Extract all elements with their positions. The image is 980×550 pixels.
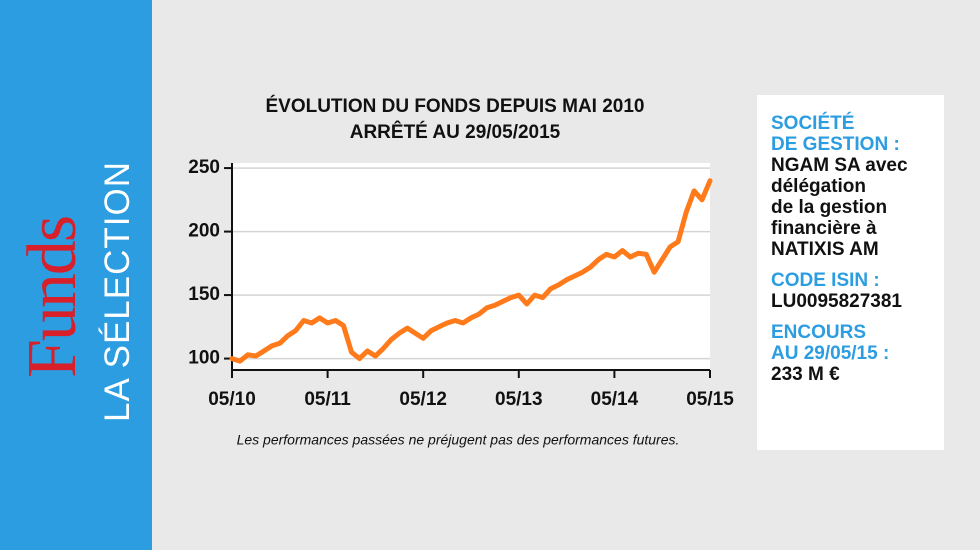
y-tick-label: 100	[188, 348, 220, 369]
y-tick-label: 200	[188, 221, 220, 242]
plot-area	[232, 163, 710, 370]
info-value: 233 M €	[771, 364, 840, 385]
info-label: DE GESTION :	[771, 134, 900, 155]
y-tick-label: 250	[188, 157, 220, 178]
info-label: CODE ISIN :	[771, 270, 880, 291]
info-box: SOCIÉTÉ DE GESTION : NGAM SA avec délégatio…	[757, 95, 944, 450]
note: Les performances passées ne préjugent pa…	[237, 432, 680, 448]
info-label: ENCOURS	[771, 322, 867, 343]
x-tick-label: 05/11	[304, 389, 351, 410]
x-tick-label: 05/14	[591, 389, 639, 410]
chart-title: ÉVOLUTION DU FONDS DEPUIS MAI 2010	[265, 95, 644, 117]
info-value: de la gestion	[771, 197, 888, 218]
x-tick-label: 05/10	[208, 389, 256, 410]
chart-title: ARRÊTÉ AU 29/05/2015	[350, 121, 561, 143]
info-value: LU0095827381	[771, 291, 902, 312]
info-value: financière à	[771, 218, 877, 239]
y-tick-label: 150	[188, 284, 220, 305]
x-tick-label: 05/12	[399, 389, 447, 410]
info-value: NGAM SA avec	[771, 155, 908, 176]
info-label: SOCIÉTÉ	[771, 113, 855, 134]
info-label: AU 29/05/15 :	[771, 343, 890, 364]
info-value: NATIXIS AM	[771, 239, 879, 260]
x-tick-label: 05/13	[495, 389, 543, 410]
info-value: délégation	[771, 176, 867, 197]
sidebar: Funds LA SÉLECTION	[0, 0, 152, 550]
line	[229, 178, 713, 364]
x-tick-label: 05/15	[686, 389, 734, 410]
